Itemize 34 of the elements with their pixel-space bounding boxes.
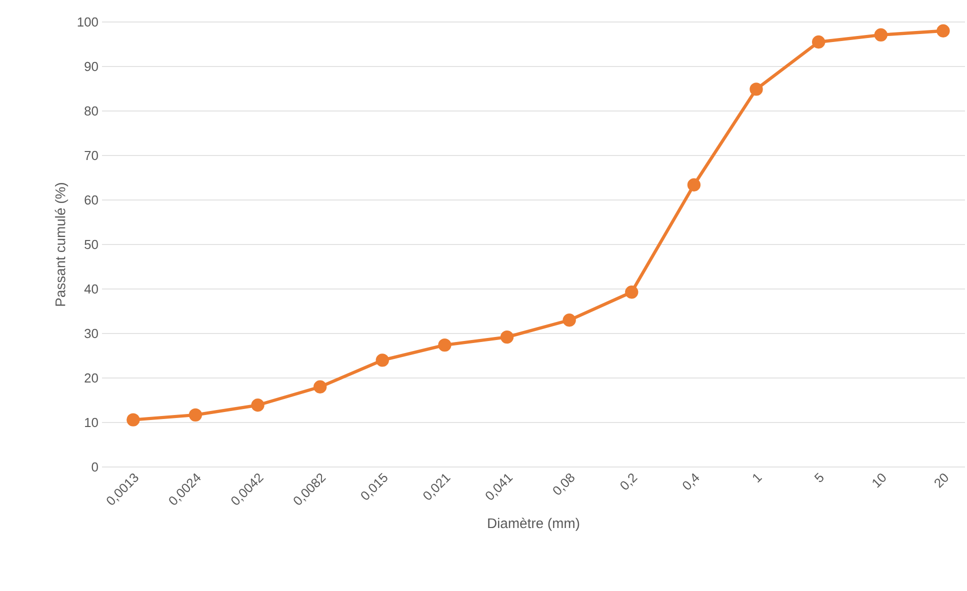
point [874, 28, 888, 42]
point [625, 286, 638, 299]
y-axis-title: Passant cumulé (%) [54, 182, 68, 306]
x-tick-label: 0,08 [553, 473, 574, 495]
point [687, 178, 701, 192]
x-tick-label: 0,2 [620, 474, 638, 490]
point [313, 380, 327, 394]
point [500, 330, 514, 344]
x-tick-label: 0,4 [682, 473, 700, 490]
y-tick-label: 50 [84, 240, 98, 250]
y-tick-label: 100 [78, 17, 98, 27]
y-tick-label: 20 [84, 373, 98, 383]
y-tick-label: 10 [85, 418, 98, 428]
x-tick-label: 1 [753, 474, 762, 483]
x-tick-label: 10 [872, 474, 886, 488]
x-tick-label: 5 [814, 472, 824, 482]
y-tick-label: 80 [84, 106, 98, 116]
point [936, 24, 950, 38]
y-tick-label: 70 [84, 150, 98, 160]
point [376, 354, 389, 367]
point [438, 338, 452, 352]
point [812, 35, 826, 49]
point [251, 398, 264, 412]
y-tick-label: 60 [84, 195, 98, 205]
y-tick-label: 30 [84, 328, 98, 338]
point [188, 408, 202, 422]
y-tick-label: 90 [84, 62, 98, 72]
x-tick-label: 20 [934, 474, 948, 488]
point [750, 82, 763, 96]
point [126, 413, 140, 426]
point [562, 314, 576, 327]
y-tick-label: 40 [84, 284, 98, 294]
x-axis-title: Diamètre (mm) [488, 518, 580, 531]
y-tick-label: 0 [92, 462, 98, 472]
